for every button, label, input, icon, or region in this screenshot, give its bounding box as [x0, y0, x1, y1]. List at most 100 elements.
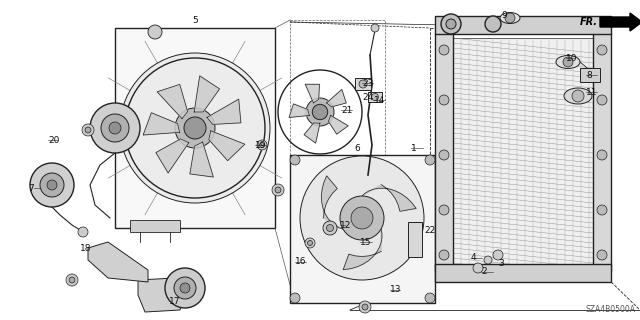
Circle shape — [174, 277, 196, 299]
Circle shape — [505, 13, 515, 23]
Circle shape — [85, 127, 91, 133]
Circle shape — [359, 80, 367, 88]
Circle shape — [439, 45, 449, 55]
Polygon shape — [207, 99, 241, 124]
Circle shape — [307, 241, 312, 245]
Polygon shape — [343, 229, 382, 270]
Circle shape — [563, 57, 573, 67]
Polygon shape — [326, 89, 346, 107]
Bar — [580, 68, 600, 82]
Bar — [368, 92, 382, 102]
Polygon shape — [194, 76, 220, 112]
Text: 9: 9 — [501, 11, 507, 20]
Polygon shape — [305, 84, 319, 103]
Text: 19: 19 — [255, 140, 266, 149]
Ellipse shape — [556, 55, 580, 68]
Circle shape — [78, 227, 88, 237]
Text: 22: 22 — [424, 226, 435, 235]
Polygon shape — [600, 13, 640, 31]
Circle shape — [69, 277, 75, 283]
Circle shape — [306, 98, 334, 126]
Text: 7: 7 — [28, 183, 34, 193]
Circle shape — [597, 205, 607, 215]
Circle shape — [493, 250, 503, 260]
Circle shape — [597, 250, 607, 260]
Circle shape — [441, 14, 461, 34]
Circle shape — [326, 225, 333, 231]
Text: 4: 4 — [471, 253, 477, 262]
Circle shape — [572, 90, 584, 102]
Circle shape — [109, 122, 121, 134]
Polygon shape — [304, 123, 320, 143]
Circle shape — [312, 104, 328, 120]
Circle shape — [120, 53, 270, 203]
Text: 5: 5 — [192, 15, 198, 25]
Text: 8: 8 — [586, 70, 592, 79]
Text: 23: 23 — [362, 78, 373, 87]
Polygon shape — [190, 142, 213, 177]
Circle shape — [485, 16, 501, 32]
Circle shape — [148, 25, 162, 39]
Text: 1: 1 — [411, 143, 417, 153]
Text: 6: 6 — [354, 143, 360, 153]
Circle shape — [362, 304, 368, 310]
Circle shape — [446, 19, 456, 29]
Bar — [408, 222, 422, 257]
Circle shape — [165, 268, 205, 308]
Circle shape — [473, 263, 483, 273]
Circle shape — [66, 274, 78, 286]
Circle shape — [484, 256, 492, 264]
Bar — [435, 264, 611, 282]
Polygon shape — [138, 278, 185, 312]
Circle shape — [439, 250, 449, 260]
Circle shape — [597, 45, 607, 55]
Bar — [130, 220, 180, 232]
Circle shape — [371, 93, 378, 100]
Circle shape — [439, 95, 449, 105]
Ellipse shape — [500, 12, 520, 23]
Text: 2: 2 — [481, 268, 486, 276]
Text: 15: 15 — [360, 237, 371, 246]
Text: FR.: FR. — [580, 17, 598, 27]
Text: 13: 13 — [390, 285, 401, 294]
Polygon shape — [289, 104, 309, 117]
Bar — [115, 28, 275, 228]
Text: 21: 21 — [341, 106, 353, 115]
Text: 11: 11 — [586, 87, 598, 97]
Circle shape — [300, 156, 424, 280]
Circle shape — [323, 221, 337, 235]
Circle shape — [425, 293, 435, 303]
Bar — [355, 78, 371, 90]
Circle shape — [439, 205, 449, 215]
Text: 14: 14 — [374, 95, 385, 105]
Text: 17: 17 — [169, 298, 180, 307]
Circle shape — [305, 238, 315, 248]
Circle shape — [90, 103, 140, 153]
Text: 24: 24 — [362, 92, 373, 101]
Bar — [435, 16, 611, 34]
Text: 20: 20 — [48, 135, 60, 145]
Circle shape — [101, 114, 129, 142]
Bar — [435, 33, 453, 271]
Circle shape — [175, 108, 215, 148]
Circle shape — [340, 196, 384, 240]
Circle shape — [290, 293, 300, 303]
Polygon shape — [157, 84, 188, 119]
Polygon shape — [321, 176, 343, 229]
Text: 3: 3 — [498, 260, 504, 268]
Text: 12: 12 — [340, 220, 351, 229]
Circle shape — [597, 150, 607, 160]
Circle shape — [425, 155, 435, 165]
Polygon shape — [328, 116, 348, 134]
Circle shape — [259, 142, 264, 148]
Text: 10: 10 — [566, 53, 577, 62]
Text: 18: 18 — [80, 244, 92, 252]
Ellipse shape — [564, 88, 592, 104]
Bar — [593, 33, 611, 271]
Circle shape — [82, 124, 94, 136]
Circle shape — [351, 207, 373, 229]
Bar — [453, 38, 593, 266]
Circle shape — [290, 155, 300, 165]
Circle shape — [184, 117, 206, 139]
Circle shape — [371, 24, 379, 32]
